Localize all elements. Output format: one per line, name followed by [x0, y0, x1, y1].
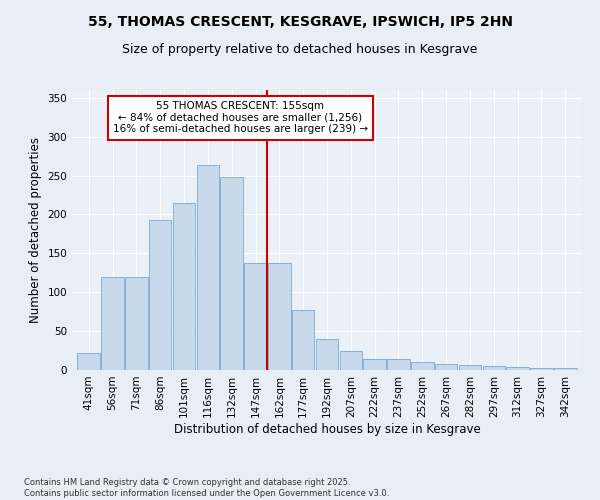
- Bar: [316, 339, 338, 370]
- Bar: [197, 166, 219, 370]
- Text: 55, THOMAS CRESCENT, KESGRAVE, IPSWICH, IP5 2HN: 55, THOMAS CRESCENT, KESGRAVE, IPSWICH, …: [88, 15, 512, 29]
- Bar: [292, 310, 314, 370]
- Bar: [530, 368, 553, 370]
- Bar: [149, 220, 172, 370]
- Bar: [268, 264, 290, 370]
- Text: 55 THOMAS CRESCENT: 155sqm
← 84% of detached houses are smaller (1,256)
16% of s: 55 THOMAS CRESCENT: 155sqm ← 84% of deta…: [113, 101, 368, 134]
- Bar: [364, 359, 386, 370]
- Bar: [340, 350, 362, 370]
- Bar: [554, 368, 577, 370]
- X-axis label: Distribution of detached houses by size in Kesgrave: Distribution of detached houses by size …: [173, 422, 481, 436]
- Bar: [458, 364, 481, 370]
- Bar: [173, 203, 196, 370]
- Bar: [506, 367, 529, 370]
- Bar: [482, 366, 505, 370]
- Bar: [125, 276, 148, 370]
- Bar: [101, 276, 124, 370]
- Bar: [220, 177, 243, 370]
- Text: Size of property relative to detached houses in Kesgrave: Size of property relative to detached ho…: [122, 42, 478, 56]
- Bar: [411, 362, 434, 370]
- Bar: [435, 364, 457, 370]
- Bar: [77, 353, 100, 370]
- Bar: [387, 359, 410, 370]
- Text: Contains HM Land Registry data © Crown copyright and database right 2025.
Contai: Contains HM Land Registry data © Crown c…: [24, 478, 389, 498]
- Bar: [244, 264, 267, 370]
- Y-axis label: Number of detached properties: Number of detached properties: [29, 137, 42, 323]
